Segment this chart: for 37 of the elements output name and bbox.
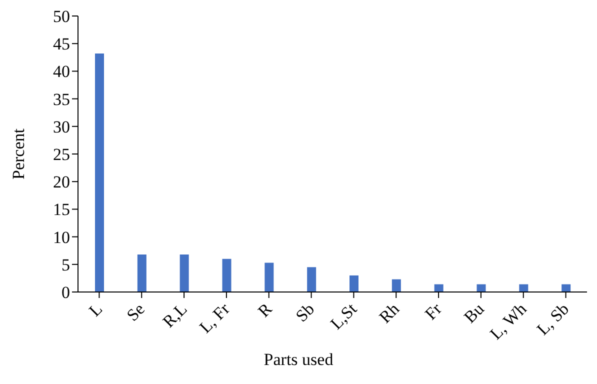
bar xyxy=(476,284,486,292)
x-tick-label: L,St xyxy=(326,299,361,334)
x-tick-label: Bu xyxy=(460,299,488,327)
y-tick-label: 25 xyxy=(53,145,70,164)
y-tick-label: 0 xyxy=(62,283,70,302)
bar xyxy=(222,258,232,292)
x-axis-title: Parts used xyxy=(262,350,334,370)
x-tick-label: Sb xyxy=(292,299,318,326)
x-tick-label: Se xyxy=(123,299,148,325)
y-tick-label: 20 xyxy=(53,172,70,192)
bar xyxy=(137,254,146,292)
x-tick-label: Fr xyxy=(421,299,446,324)
bar xyxy=(180,254,189,292)
x-tick-label: R,L xyxy=(159,299,191,332)
y-tick-label: 10 xyxy=(53,228,70,247)
bar xyxy=(392,279,401,292)
bar xyxy=(95,54,104,292)
x-tick-label: L, Wh xyxy=(486,299,531,344)
bar xyxy=(307,267,316,292)
y-tick-label: 45 xyxy=(53,34,70,54)
bar xyxy=(264,262,274,292)
y-tick-label: 50 xyxy=(53,7,70,26)
x-tick-label: L xyxy=(85,299,106,320)
y-tick-label: 5 xyxy=(62,255,70,274)
x-tick-label: L, Fr xyxy=(196,299,234,337)
bar xyxy=(434,284,444,292)
y-tick-label: 15 xyxy=(53,200,70,220)
x-tick-label: L, Sb xyxy=(533,299,573,339)
y-tick-label: 35 xyxy=(53,90,70,109)
x-tick-label: R xyxy=(254,298,276,321)
bar xyxy=(519,284,528,292)
bar xyxy=(562,284,571,292)
bar xyxy=(350,275,358,292)
y-tick-label: 30 xyxy=(53,117,70,136)
x-tick-label: Rh xyxy=(375,299,404,327)
y-tick-label: 40 xyxy=(53,62,70,82)
y-axis-title: Percent xyxy=(9,128,28,180)
